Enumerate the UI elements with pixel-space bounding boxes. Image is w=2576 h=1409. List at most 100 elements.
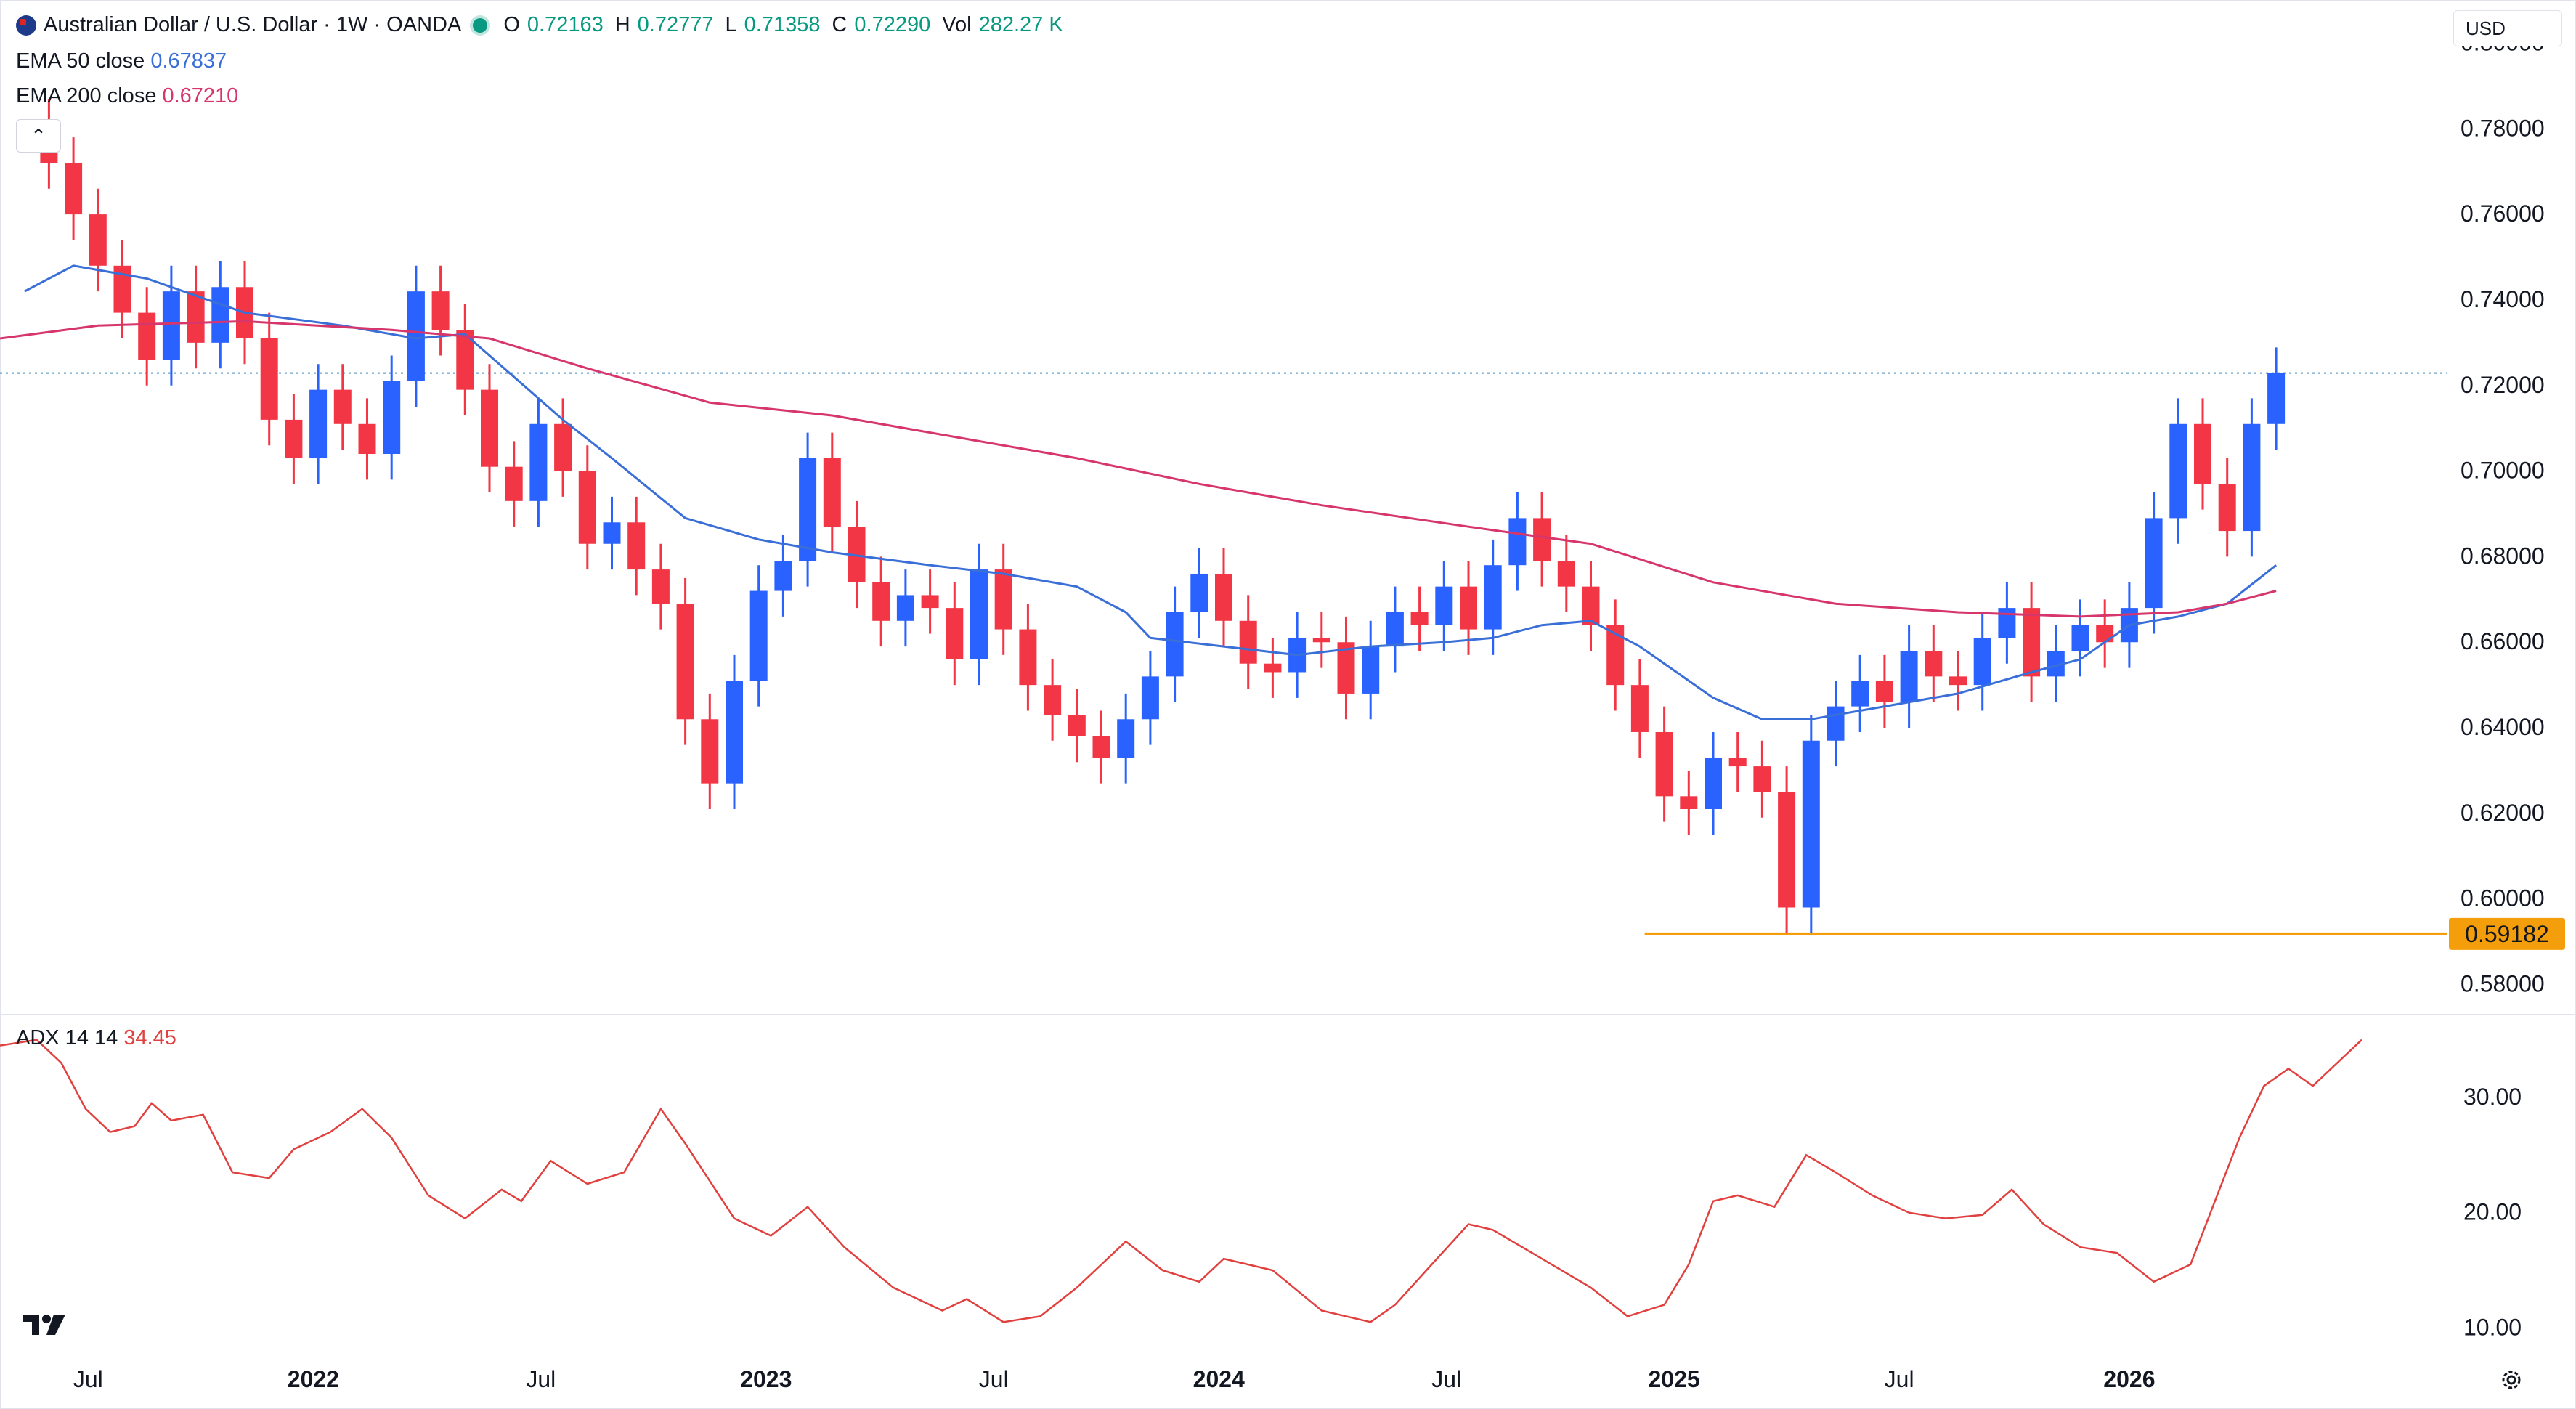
candle-body xyxy=(2267,373,2286,424)
tradingview-logo-icon[interactable] xyxy=(22,1312,68,1338)
time-axis-tick: 2022 xyxy=(288,1366,339,1392)
candle-body xyxy=(1019,629,1037,686)
ema50-line xyxy=(24,264,2278,720)
candle-body xyxy=(1778,792,1796,908)
candle-body xyxy=(1973,638,1991,686)
candle-body xyxy=(701,719,719,784)
candle-body xyxy=(1655,731,1673,797)
time-axis-tick: Jul xyxy=(979,1366,1009,1392)
market-open-dot-icon xyxy=(473,17,488,33)
candle-body xyxy=(1264,663,1282,673)
time-axis-tick: Jul xyxy=(73,1366,103,1392)
candle-body xyxy=(726,681,743,784)
candle-body xyxy=(1728,758,1747,767)
price-axis-tick: 0.64000 xyxy=(2461,714,2545,740)
support-label: 0.59182 xyxy=(2465,921,2549,947)
candle-body xyxy=(1239,620,1257,664)
ohlc-open-label: O xyxy=(503,13,520,36)
price-axis-tick: 0.70000 xyxy=(2461,458,2545,484)
candle-body xyxy=(651,569,670,604)
candle-body xyxy=(946,608,964,659)
adx-value: 34.45 xyxy=(123,1026,176,1049)
candle-body xyxy=(774,561,792,591)
price-axis-tick: 0.60000 xyxy=(2461,885,2545,911)
legend-ema200[interactable]: EMA 200 close 0.67210 xyxy=(16,84,238,108)
candle-body xyxy=(309,389,328,458)
candle-body xyxy=(505,466,523,501)
candle-body xyxy=(260,338,278,420)
candle-body xyxy=(799,458,817,561)
candle-body xyxy=(823,458,841,527)
price-axis-tick: 0.62000 xyxy=(2461,800,2545,826)
ohlc-high-label: H xyxy=(614,13,630,36)
candle-body xyxy=(1484,565,1502,630)
candle-body xyxy=(2218,484,2236,532)
candle-body xyxy=(970,569,988,659)
candle-body xyxy=(431,291,450,330)
candle-body xyxy=(1068,715,1086,736)
legend-ema50[interactable]: EMA 50 close 0.67837 xyxy=(16,49,227,73)
collapse-legend-button[interactable]: ⌃ xyxy=(16,119,61,153)
time-axis-tick: 2023 xyxy=(740,1366,792,1392)
candle-body xyxy=(1875,681,1893,702)
legend-adx[interactable]: ADX 14 14 34.45 xyxy=(16,1026,176,1050)
candle-body xyxy=(1998,608,2016,638)
candle-body xyxy=(627,522,646,570)
candle-body xyxy=(1190,573,1208,612)
time-axis-tick: Jul xyxy=(526,1366,556,1392)
candle-body xyxy=(1312,638,1330,643)
au-flag-icon xyxy=(16,15,36,36)
adx-line xyxy=(0,1039,2362,1323)
price-axis-tick: 0.66000 xyxy=(2461,628,2545,654)
candle-body xyxy=(187,291,205,343)
price-axis-tick: 0.74000 xyxy=(2461,286,2545,312)
ohlc-volume-label: Vol xyxy=(942,13,972,36)
candle-body xyxy=(1925,651,1943,677)
candle-body xyxy=(1802,740,1820,908)
ohlc-close-value: 0.72290 xyxy=(854,13,931,36)
candle-body xyxy=(1753,766,1771,792)
ohlc-low-value: 0.71358 xyxy=(744,13,821,36)
candle-body xyxy=(138,312,156,360)
candle-body xyxy=(676,604,694,720)
gear-icon[interactable] xyxy=(2498,1367,2524,1393)
candle-body xyxy=(1044,685,1062,715)
candle-body xyxy=(1582,586,1600,625)
candle-body xyxy=(1508,518,1527,566)
time-axis-tick: 2024 xyxy=(1193,1366,1245,1392)
ohlc-high-value: 0.72777 xyxy=(637,13,714,36)
adx-label: ADX 14 14 xyxy=(16,1026,118,1049)
candle-body xyxy=(554,423,572,471)
support-label-box xyxy=(2449,917,2565,950)
price-axis-tick: 0.78000 xyxy=(2461,115,2545,141)
time-axis-tick: 2025 xyxy=(1648,1366,1699,1392)
ema200-line xyxy=(0,320,2277,618)
ohlc-close-label: C xyxy=(832,13,848,36)
candle-body xyxy=(1410,612,1429,625)
currency-selector[interactable]: USD xyxy=(2453,10,2562,46)
candle-body xyxy=(529,423,548,501)
adx-axis-tick: 10.00 xyxy=(2463,1314,2522,1340)
candle-body xyxy=(65,163,83,215)
time-axis-tick: 2026 xyxy=(2103,1366,2155,1392)
candle-body xyxy=(211,287,229,343)
candle-body xyxy=(1827,706,1845,741)
ohlc-low-label: L xyxy=(725,13,737,36)
candle-body xyxy=(383,381,401,455)
candle-body xyxy=(603,522,621,544)
candle-body xyxy=(1141,676,1159,720)
candle-body xyxy=(1630,685,1649,732)
candle-body xyxy=(872,582,890,621)
candle-body xyxy=(2071,625,2089,651)
candle-body xyxy=(1606,625,1625,686)
candle-body xyxy=(1949,676,1967,686)
candle-body xyxy=(89,214,107,266)
candle-body xyxy=(1166,612,1184,677)
candle-body xyxy=(2169,423,2187,519)
ema200-label: EMA 200 close xyxy=(16,84,157,107)
candle-body xyxy=(1900,651,1918,702)
symbol-title[interactable]: Australian Dollar / U.S. Dollar · 1W · O… xyxy=(44,13,462,36)
candle-body xyxy=(2194,423,2211,484)
